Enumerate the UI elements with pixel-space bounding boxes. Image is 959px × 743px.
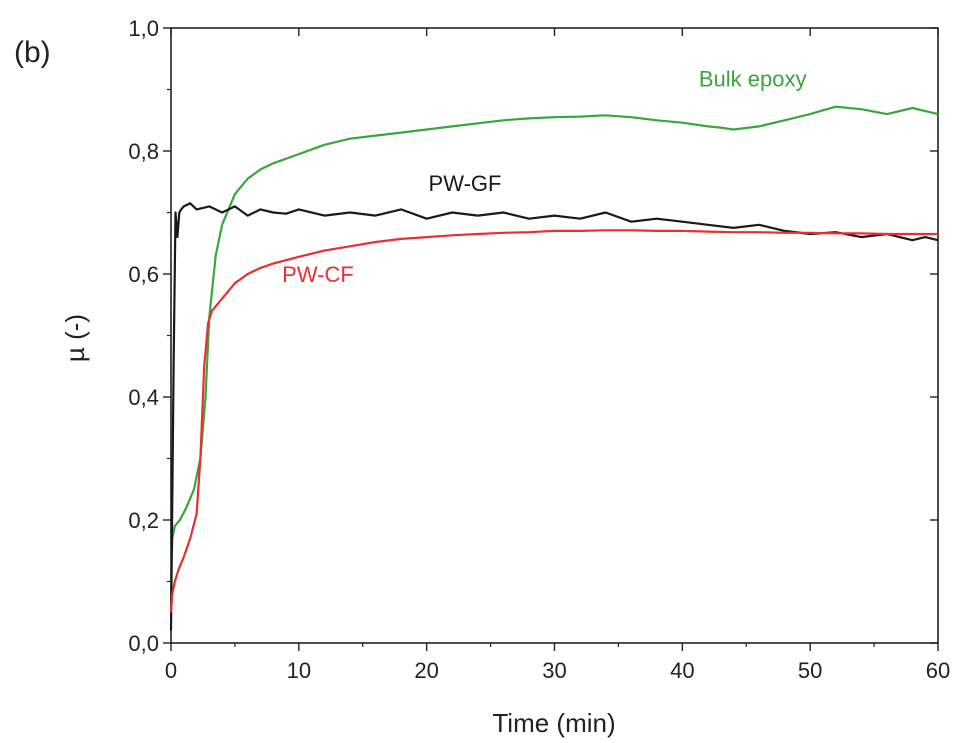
series-label-pw-cf: PW-CF xyxy=(282,262,354,287)
series-line-bulk-epoxy xyxy=(169,105,939,582)
series-line-pw-gf xyxy=(169,202,939,631)
panel-label: (b) xyxy=(14,36,51,69)
x-tick-label: 40 xyxy=(670,658,694,683)
axes xyxy=(170,27,939,644)
series-annotations: Bulk epoxy PW-GF PW-CF xyxy=(282,66,806,287)
x-axis-title: Time (min) xyxy=(492,708,615,738)
series-label-pw-gf: PW-GF xyxy=(429,171,502,196)
x-tick-label: 60 xyxy=(926,658,950,683)
x-tick-label: 10 xyxy=(287,658,311,683)
y-tick-label: 0,4 xyxy=(128,385,159,410)
x-tick-label: 30 xyxy=(542,658,566,683)
y-tick-label: 1,0 xyxy=(128,16,159,41)
series-line-pw-cf xyxy=(169,229,938,613)
y-axis-title: µ (-) xyxy=(60,314,90,362)
y-tick-label: 0,2 xyxy=(128,508,159,533)
y-tick-label: 0,8 xyxy=(128,139,159,164)
y-tick-label: 0,6 xyxy=(128,262,159,287)
ticks: 0 10 20 30 40 50 60 0,0 0,2 0,4 0,6 0,8 1,0 xyxy=(128,16,950,683)
series-lines xyxy=(169,105,939,631)
plot-frame xyxy=(170,27,939,644)
x-tick-label: 0 xyxy=(165,658,177,683)
y-tick-label: 0,0 xyxy=(128,631,159,656)
x-tick-label: 20 xyxy=(414,658,438,683)
x-tick-label: 50 xyxy=(798,658,822,683)
series-label-bulk-epoxy: Bulk epoxy xyxy=(699,66,807,91)
